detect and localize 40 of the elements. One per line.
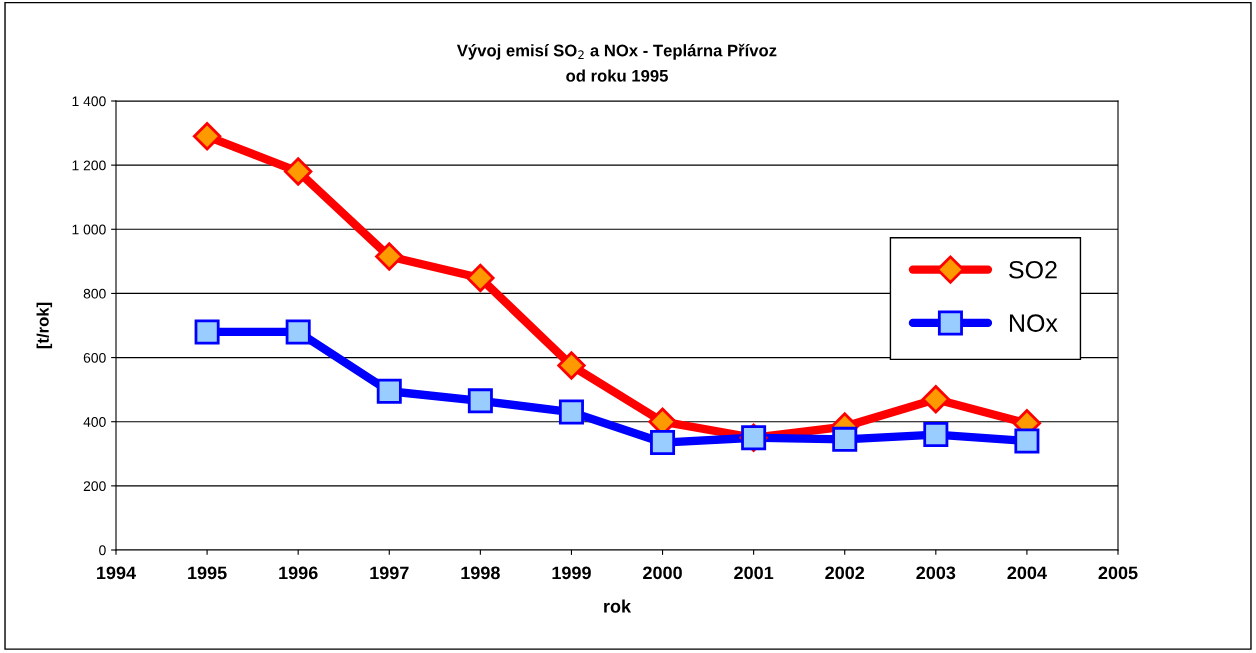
legend-label: NOx <box>1009 314 1058 332</box>
x-tick-label: 2005 <box>1098 566 1138 580</box>
point <box>650 430 676 456</box>
point <box>285 319 311 345</box>
x-tick-label: 1998 <box>461 566 500 580</box>
point <box>557 351 586 380</box>
x-tick-label: 1995 <box>188 566 227 580</box>
point <box>467 388 493 414</box>
point <box>375 242 404 271</box>
point <box>284 157 313 186</box>
point <box>1014 428 1040 454</box>
legend-label: SO2 <box>1009 260 1057 279</box>
chart-title: Vývoj emisí SO$_{2}$ a NOx - Teplárna Přívoz od roku 1995 <box>456 43 777 82</box>
y-tick-label: 200 <box>83 481 106 492</box>
x-tick-label: 2003 <box>916 566 956 580</box>
y-tick-label: 0 <box>99 545 106 556</box>
x-tick-label: 1999 <box>552 566 591 580</box>
y-tick-label: 400 <box>83 417 106 427</box>
point <box>832 426 858 452</box>
y-tick-label: 1 400 <box>72 96 106 107</box>
x-axis-title: rok <box>604 599 632 613</box>
x-tick-label: 1996 <box>279 566 318 580</box>
x-tick-label: 1997 <box>370 566 409 580</box>
point <box>192 122 222 151</box>
y-tick-label: 1 200 <box>72 160 106 171</box>
y-tick-label: 600 <box>83 352 106 363</box>
y-axis-title: [t/rok] <box>36 302 53 349</box>
point <box>558 399 584 425</box>
y-tick-label: 1 000 <box>72 224 106 235</box>
point <box>466 263 495 293</box>
point <box>376 378 402 404</box>
point <box>194 319 220 345</box>
x-tick-label: 2000 <box>643 566 682 580</box>
x-tick-label: 2002 <box>825 566 865 580</box>
x-tick-label: 2004 <box>1007 566 1047 580</box>
x-tick-label: 1994 <box>97 566 136 580</box>
point <box>921 385 950 414</box>
x-tick-label: 2001 <box>734 566 774 580</box>
point <box>923 422 949 448</box>
y-tick-label: 800 <box>83 288 106 299</box>
